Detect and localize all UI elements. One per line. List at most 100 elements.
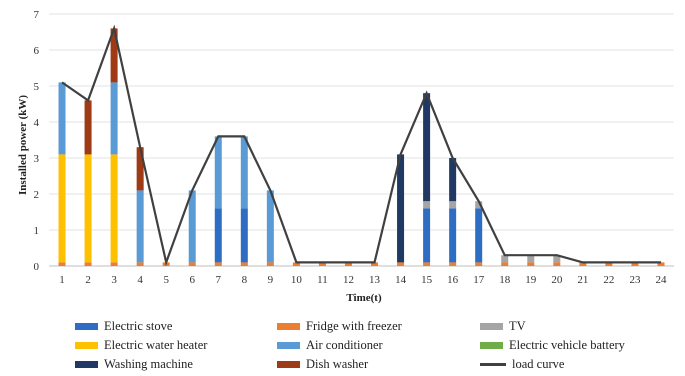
bar-segment bbox=[423, 262, 431, 266]
bar-segment bbox=[475, 262, 483, 266]
x-tick-label: 19 bbox=[525, 274, 537, 286]
bar-segment bbox=[84, 100, 92, 155]
load-curve-layer bbox=[61, 24, 661, 267]
x-tick-label: 16 bbox=[447, 274, 459, 286]
legend-label: Electric stove bbox=[104, 318, 173, 333]
legend-label: Air conditioner bbox=[306, 337, 383, 352]
bar-segment bbox=[110, 154, 118, 263]
legend-label: load curve bbox=[512, 356, 565, 371]
x-tick-label: 4 bbox=[137, 274, 143, 286]
legend-swatch bbox=[277, 360, 300, 368]
legend-swatch bbox=[75, 360, 98, 368]
bar-segment bbox=[449, 262, 457, 266]
x-tick-label: 20 bbox=[551, 274, 563, 286]
y-tick-label: 0 bbox=[34, 261, 40, 273]
legend-label: Electric water heater bbox=[104, 337, 208, 352]
legend-label: Washing machine bbox=[104, 356, 193, 371]
bar-segment bbox=[344, 262, 352, 266]
chart-legend: Electric stove Fridge with freezer TV Elect… bbox=[75, 317, 675, 373]
legend-item: Washing machine bbox=[75, 355, 193, 373]
y-tick-label: 7 bbox=[34, 9, 40, 21]
bar-segment bbox=[527, 262, 535, 266]
legend-item: Fridge with freezer bbox=[277, 317, 402, 335]
bar-segment bbox=[423, 208, 431, 263]
bar-segment bbox=[423, 201, 431, 209]
bar-segment bbox=[240, 136, 248, 209]
legend-item: Air conditioner bbox=[277, 336, 383, 354]
bar-segment bbox=[579, 262, 587, 266]
bar-segment bbox=[631, 262, 639, 266]
x-tick-label: 12 bbox=[343, 274, 354, 286]
bar-segment bbox=[397, 154, 405, 263]
x-tick-label: 3 bbox=[111, 274, 117, 286]
bar-segment bbox=[84, 154, 92, 263]
bar-segment bbox=[449, 208, 457, 263]
x-tick-label: 15 bbox=[421, 274, 433, 286]
bar-segment bbox=[240, 262, 248, 266]
bar-segment bbox=[449, 201, 457, 209]
bar-segment bbox=[110, 82, 118, 155]
y-tick-label: 2 bbox=[34, 189, 40, 201]
bar-segment bbox=[553, 255, 561, 263]
bar-segment bbox=[136, 147, 144, 191]
bar-segment bbox=[214, 136, 222, 209]
legend-label: Electric vehicle battery bbox=[509, 337, 625, 352]
x-tick-label: 9 bbox=[268, 274, 274, 286]
x-tick-label: 14 bbox=[395, 274, 407, 286]
bar-segment bbox=[84, 262, 92, 266]
bar-segment bbox=[266, 262, 274, 266]
bar-segment bbox=[58, 154, 66, 263]
x-axis-ticks: 1 2 3 4 5 6 7 8 9 10 11 12 13 14 15 16 17 18 19 20 21 22 23 24 bbox=[59, 274, 667, 286]
bar-segment bbox=[475, 201, 483, 209]
legend-swatch bbox=[480, 322, 503, 330]
bar-segment bbox=[501, 255, 509, 263]
bar-segment bbox=[214, 262, 222, 266]
x-tick-label: 10 bbox=[291, 274, 303, 286]
bar-segment bbox=[58, 262, 66, 266]
y-tick-label: 6 bbox=[34, 45, 40, 57]
bar-segment bbox=[657, 262, 665, 266]
x-tick-label: 23 bbox=[629, 274, 641, 286]
bar-segment bbox=[553, 262, 561, 266]
load-curve-line bbox=[61, 24, 661, 267]
x-tick-label: 2 bbox=[85, 274, 91, 286]
y-tick-label: 4 bbox=[34, 117, 40, 129]
x-tick-label: 6 bbox=[189, 274, 195, 286]
x-tick-label: 22 bbox=[603, 274, 614, 286]
bar-segment bbox=[605, 262, 613, 266]
legend-item: TV bbox=[480, 317, 526, 335]
x-tick-label: 1 bbox=[59, 274, 65, 286]
bar-segment bbox=[110, 28, 118, 83]
bar-segment bbox=[214, 208, 222, 263]
bar-segment bbox=[527, 255, 535, 263]
legend-item: Electric water heater bbox=[75, 336, 207, 354]
legend-label: Dish washer bbox=[306, 356, 369, 371]
x-axis-title: Time(t) bbox=[346, 292, 382, 304]
legend-swatch bbox=[277, 322, 300, 330]
y-axis-ticks: 0 1 2 3 4 5 6 7 bbox=[34, 9, 40, 273]
y-axis-title: Installed power (kW) bbox=[17, 95, 29, 195]
bar-segment bbox=[58, 82, 66, 155]
x-tick-label: 11 bbox=[317, 274, 328, 286]
bar-segment bbox=[292, 262, 300, 266]
bar-segment bbox=[397, 262, 405, 266]
legend-item: Electric vehicle battery bbox=[480, 336, 625, 354]
bar-segment bbox=[449, 158, 457, 202]
bar-segment bbox=[240, 208, 248, 263]
bar-segment bbox=[188, 262, 196, 266]
bar-segment bbox=[423, 93, 431, 202]
legend-item: Dish washer bbox=[277, 355, 368, 373]
legend-swatch bbox=[480, 341, 503, 349]
bar-segment bbox=[136, 190, 144, 263]
x-tick-label: 8 bbox=[242, 274, 248, 286]
bar-segment bbox=[501, 262, 509, 266]
y-tick-label: 5 bbox=[34, 81, 40, 93]
x-tick-label: 18 bbox=[499, 274, 511, 286]
gridlines bbox=[49, 13, 674, 267]
bar-segment bbox=[266, 190, 274, 263]
x-tick-label: 13 bbox=[369, 274, 381, 286]
x-tick-label: 21 bbox=[577, 274, 588, 286]
bar-segment bbox=[318, 262, 326, 266]
legend-item: Electric stove bbox=[75, 317, 172, 335]
